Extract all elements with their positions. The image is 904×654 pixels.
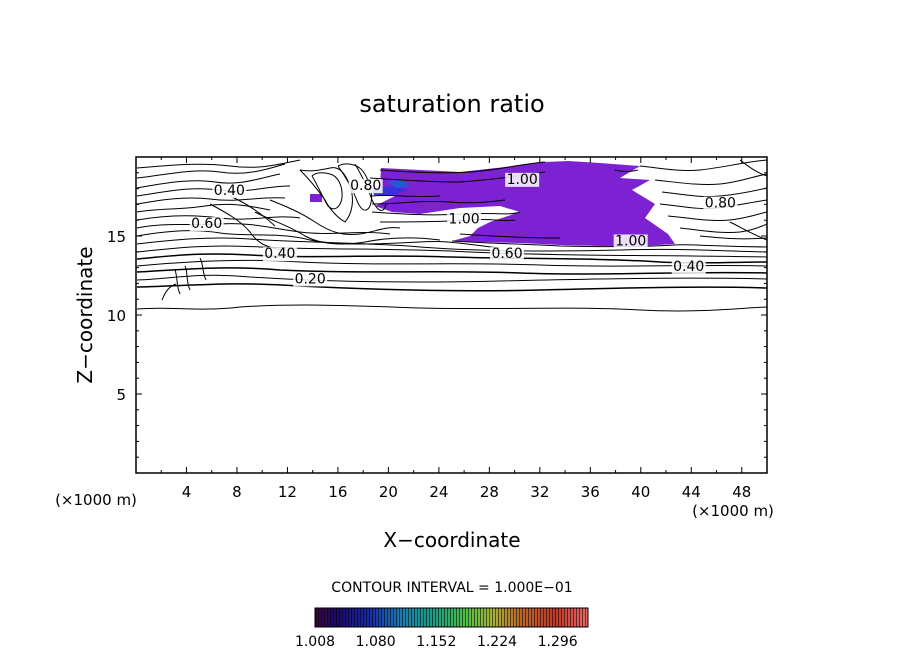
- chart-title: saturation ratio: [359, 90, 544, 118]
- contour-label-bg: [262, 247, 297, 262]
- x-tick-label: 28: [480, 483, 499, 501]
- y-axis: 5 10 15: [107, 172, 767, 458]
- contour-interval-label: CONTOUR INTERVAL = 1.000E−01: [331, 580, 572, 596]
- x-tick-label: 24: [429, 483, 448, 501]
- contour-label-bg: [189, 217, 224, 232]
- colorbar-tick-label: 1.152: [416, 634, 456, 650]
- x-tick-label: 48: [732, 483, 751, 501]
- x-axis-label: X−coordinate: [383, 528, 520, 552]
- contour-label-bg: [505, 172, 540, 187]
- contour-label-bg: [490, 247, 525, 262]
- y-tick-label: 5: [116, 386, 126, 404]
- contour-label-bg: [447, 212, 482, 227]
- contour-label: 0.40: [673, 259, 704, 275]
- colorbar-tick-label: 1.008: [295, 634, 335, 650]
- colorbar-tick-label: 1.296: [538, 634, 578, 650]
- colorbar: [314, 607, 589, 628]
- contour-label: 1.00: [449, 211, 480, 227]
- x-unit-right: (×1000 m): [692, 502, 774, 520]
- colorbar-tick-label: 1.080: [356, 634, 396, 650]
- contour-label-bg: [703, 196, 738, 211]
- contour-label: 0.60: [491, 246, 522, 262]
- x-axis: 4 8 12 16 20 24 28 32 36 40 44 48: [160, 157, 751, 501]
- x-tick-label: 4: [182, 483, 192, 501]
- x-tick-label: 32: [530, 483, 549, 501]
- contour-label-bg: [671, 259, 706, 274]
- x-tick-label: 36: [581, 483, 600, 501]
- colorbar-tick-label: 1.224: [477, 634, 517, 650]
- y-axis-label: Z−coordinate: [73, 246, 97, 383]
- y-tick-label: 15: [107, 228, 126, 246]
- x-tick-label: 12: [278, 483, 297, 501]
- contour-label-bg: [212, 183, 247, 198]
- contour-label-bg: [348, 179, 383, 194]
- contour-label: 1.00: [615, 233, 646, 249]
- x-tick-label: 16: [328, 483, 347, 501]
- y-tick-label: 10: [107, 307, 126, 325]
- contour-label: 0.80: [350, 178, 381, 194]
- contour-label: 0.80: [705, 196, 736, 212]
- contour-labels: 0.400.600.80 1.001.001.000.40 0.600.400.20…: [189, 172, 738, 287]
- x-tick-label: 44: [682, 483, 701, 501]
- x-unit-left: (×1000 m): [55, 491, 137, 509]
- colorbar-ticks: 1.008 1.080 1.152 1.224 1.296: [295, 634, 578, 650]
- contour-label: 0.40: [264, 246, 295, 262]
- contour-label-bg: [293, 272, 328, 287]
- x-tick-label: 8: [232, 483, 242, 501]
- contour-label: 0.40: [214, 183, 245, 199]
- contour-label: 0.20: [295, 271, 326, 287]
- contour-label-bg: [613, 234, 648, 249]
- x-tick-label: 20: [379, 483, 398, 501]
- contour-label: 0.60: [191, 216, 222, 232]
- x-tick-label: 40: [631, 483, 650, 501]
- contour-label: 1.00: [507, 172, 538, 188]
